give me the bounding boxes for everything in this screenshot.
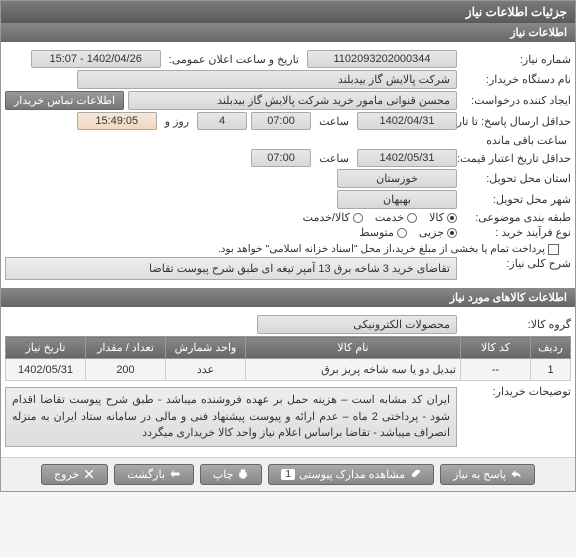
reply-label: پاسخ به نیاز [453,468,506,481]
cell-code: -- [461,359,531,381]
goods-group-value: محصولات الکترونیکی [257,315,457,334]
radio-dot-icon [407,213,417,223]
city-value: بهبهان [337,190,457,209]
province-value: خوزستان [337,169,457,188]
th-unit: واحد شمارش [166,337,246,359]
day-label: روز و [161,115,193,128]
contact-info-button[interactable]: اطلاعات تماس خریدار [5,91,124,110]
remain-label: ساعت باقی مانده [482,134,571,147]
desc-text: تقاضای خرید 3 شاخه برق 13 آمپر تیغه ای ط… [5,257,457,280]
goods-group-label: گروه کالا: [461,318,571,331]
radio-medium[interactable]: متوسط [359,226,407,239]
category-label: طبقه بندی موضوعی: [461,211,571,224]
table-row[interactable]: 1 -- تبدیل دو یا سه شاخه پریز برق عدد 20… [6,359,571,381]
radio-dot-icon [397,228,407,238]
panel-goods-header: اطلاعات کالاهای مورد نیاز [1,288,575,307]
category-group: کالا خدمت کالا/خدمت [303,211,457,224]
announce-dt-label: تاریخ و ساعت اعلان عمومی: [165,53,303,66]
attachments-button[interactable]: مشاهده مدارک پیوستی 1 [268,464,434,485]
radio-service[interactable]: خدمت [375,211,417,224]
th-row: ردیف [531,337,571,359]
reply-icon [510,468,522,480]
deadline-hour-label: ساعت [315,115,353,128]
back-icon [169,468,181,480]
deadline-hour: 07:00 [251,112,311,130]
buy-type-label: نوع فرآیند خرید : [461,226,571,239]
exit-label: خروج [54,468,79,481]
requester-label: ایجاد کننده درخواست: [461,94,571,107]
print-icon [237,468,249,480]
days-remaining: 4 [197,112,247,130]
buyer-note-text: ایران کد مشابه است – هزینه حمل بر عهده ف… [5,387,457,447]
form-area: شماره نیاز: 1102093202000344 تاریخ و ساع… [1,42,575,288]
valid-hour: 07:00 [251,149,311,167]
attach-label: مشاهده مدارک پیوستی [299,468,405,481]
th-name: نام کالا [246,337,461,359]
goods-area: گروه کالا: محصولات الکترونیکی ردیف کد کا… [1,307,575,457]
deadline-label: حداقل ارسال پاسخ: تا تاریخ: [461,115,571,128]
panel-info-header: اطلاعات نیاز [1,23,575,42]
valid-label: حداقل تاریخ اعتبار قیمت: تا تاریخ: [461,152,571,165]
radio-medium-label: متوسط [359,226,394,239]
requester-value: محسن قنواتی مامور خرید شرکت پالایش گاز ب… [128,91,457,110]
radio-partial[interactable]: جزیی [419,226,457,239]
need-no-value: 1102093202000344 [307,50,457,68]
desc-label: شرح کلی نیاز: [461,257,571,280]
radio-gs-label: کالا/خدمت [303,211,350,224]
cell-row: 1 [531,359,571,381]
radio-dot-icon [447,228,457,238]
buyer-org-label: نام دستگاه خریدار: [461,73,571,86]
deadline-date: 1402/04/31 [357,112,457,130]
exit-button[interactable]: خروج [41,464,108,485]
province-label: استان محل تحویل: [461,172,571,185]
radio-goods[interactable]: کالا [429,211,457,224]
back-label: بازگشت [127,468,165,481]
goods-table: ردیف کد کالا نام کالا واحد شمارش تعداد /… [5,336,571,381]
radio-goods-label: کالا [429,211,444,224]
countdown: 15:49:05 [77,112,157,130]
attachment-icon [409,468,421,480]
exit-icon [83,468,95,480]
city-label: شهر محل تحویل: [461,193,571,206]
treasury-note: پرداخت تمام یا بخشی از مبلغ خرید،از محل … [218,243,545,255]
valid-date: 1402/05/31 [357,149,457,167]
cell-name: تبدیل دو یا سه شاخه پریز برق [246,359,461,381]
checkbox-icon [548,244,559,255]
treasury-check[interactable]: پرداخت تمام یا بخشی از مبلغ خرید،از محل … [218,243,559,255]
reply-button[interactable]: پاسخ به نیاز [440,464,535,485]
announce-dt-value: 1402/04/26 - 15:07 [31,50,161,68]
cell-date: 1402/05/31 [6,359,86,381]
print-button[interactable]: چاپ [200,464,263,485]
th-date: تاریخ نیاز [6,337,86,359]
buyer-note-label: توضیحات خریدار: [461,385,571,398]
radio-goods-service[interactable]: کالا/خدمت [303,211,363,224]
radio-partial-label: جزیی [419,226,444,239]
radio-dot-icon [447,213,457,223]
radio-service-label: خدمت [375,211,404,224]
cell-unit: عدد [166,359,246,381]
footer-buttons: پاسخ به نیاز مشاهده مدارک پیوستی 1 چاپ ب… [1,457,575,491]
buy-type-group: جزیی متوسط [359,226,457,239]
th-code: کد کالا [461,337,531,359]
valid-hour-label: ساعت [315,152,353,165]
cell-qty: 200 [86,359,166,381]
window-title: جزئیات اطلاعات نیاز [1,1,575,23]
need-no-label: شماره نیاز: [461,53,571,66]
back-button[interactable]: بازگشت [114,464,194,485]
radio-dot-icon [353,213,363,223]
print-label: چاپ [213,468,234,481]
buyer-org-value: شرکت پالایش گاز بیدبلند [77,70,457,89]
th-qty: تعداد / مقدار [86,337,166,359]
window: جزئیات اطلاعات نیاز اطلاعات نیاز شماره ن… [0,0,576,492]
attach-count: 1 [281,469,295,480]
